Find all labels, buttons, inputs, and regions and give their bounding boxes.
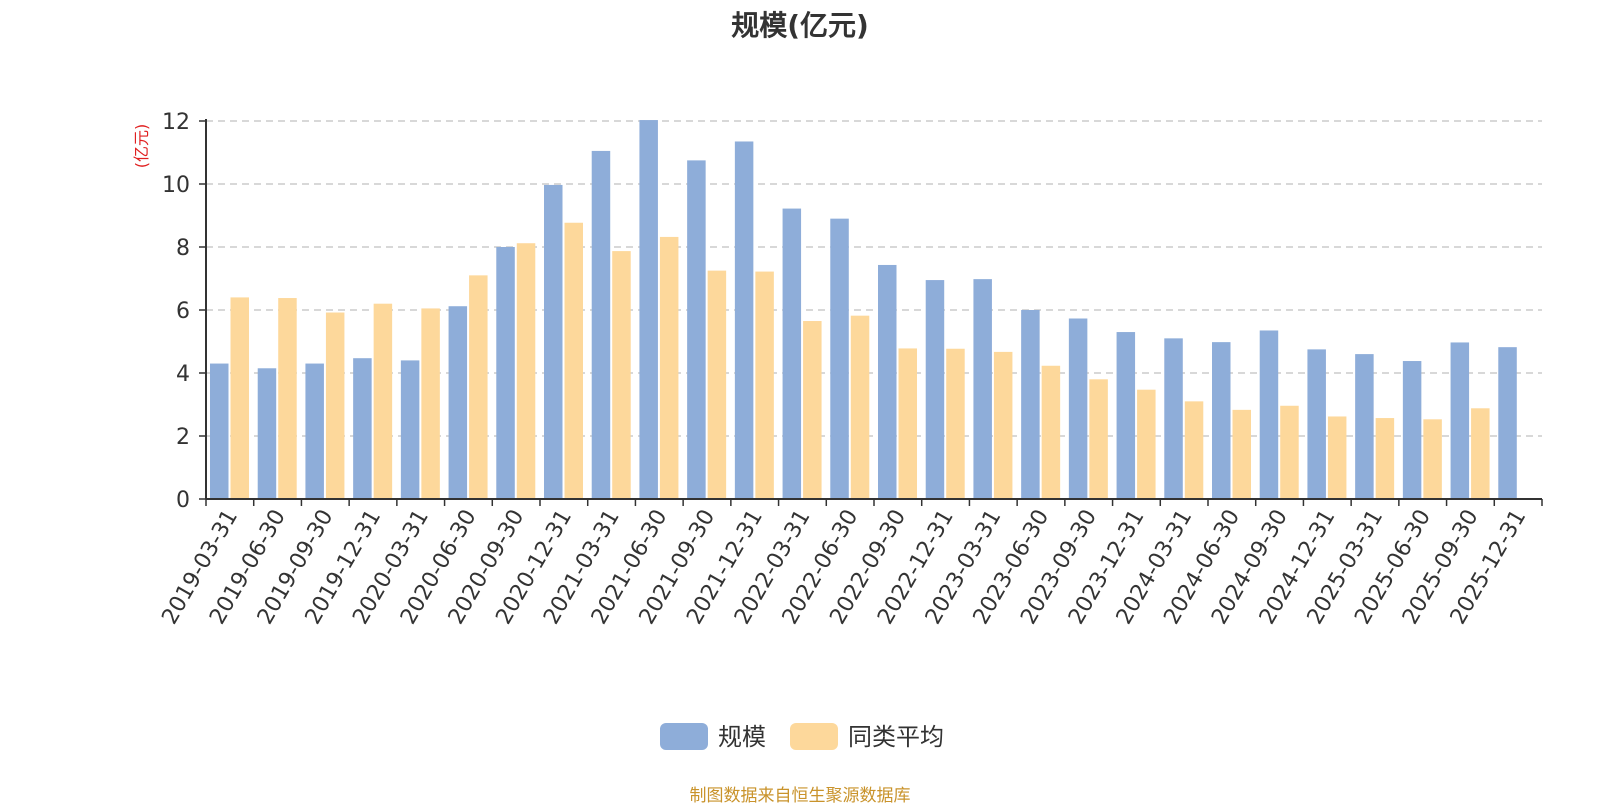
legend-label-peer-average[interactable]: 同类平均 [848, 723, 944, 751]
bar-peer-average-2025-09-30[interactable] [1471, 408, 1490, 499]
y-tick-label: 12 [162, 110, 190, 135]
y-tick-label: 4 [176, 362, 190, 387]
bar-scale-2025-09-30[interactable] [1450, 342, 1470, 499]
y-tick-label: 0 [176, 488, 190, 513]
bar-scale-2020-06-30[interactable] [448, 306, 468, 499]
bar-scale-2022-06-30[interactable] [830, 218, 849, 499]
bar-peer-average-2023-03-31[interactable] [993, 351, 1013, 499]
bar-peer-average-2025-06-30[interactable] [1423, 419, 1442, 499]
legend-swatch-peer-average[interactable] [790, 723, 838, 750]
bar-scale-2025-06-30[interactable] [1402, 361, 1422, 499]
bar-peer-average-2024-09-30[interactable] [1280, 405, 1299, 499]
y-tick-label: 10 [162, 173, 190, 198]
bar-scale-2020-03-31[interactable] [400, 360, 420, 499]
bar-scale-2021-06-30[interactable] [639, 120, 658, 500]
bar-scale-2019-09-30[interactable] [305, 363, 324, 499]
bar-peer-average-2025-03-31[interactable] [1375, 418, 1395, 499]
bar-scale-2025-03-31[interactable] [1355, 354, 1374, 499]
bar-peer-average-2020-06-30[interactable] [469, 275, 488, 499]
legend-label-scale[interactable]: 规模 [718, 723, 766, 751]
bar-peer-average-2023-06-30[interactable] [1041, 365, 1061, 499]
bar-scale-2019-12-31[interactable] [353, 358, 372, 499]
bar-scale-2022-03-31[interactable] [782, 208, 802, 499]
bar-scale-2019-03-31[interactable] [210, 363, 229, 499]
chart-title: 规模(亿元) [731, 9, 869, 42]
bar-peer-average-2019-12-31[interactable] [373, 303, 393, 499]
bar-peer-average-2024-06-30[interactable] [1232, 409, 1252, 499]
bar-scale-2024-12-31[interactable] [1307, 349, 1326, 499]
bar-scale-2021-09-30[interactable] [687, 160, 706, 499]
y-tick-label: 8 [176, 236, 190, 261]
bar-peer-average-2019-09-30[interactable] [325, 312, 345, 499]
bar-peer-average-2022-06-30[interactable] [850, 315, 870, 499]
bar-scale-2021-03-31[interactable] [591, 150, 611, 500]
bar-scale-2025-12-31[interactable] [1498, 347, 1517, 499]
bar-peer-average-2023-09-30[interactable] [1089, 379, 1108, 499]
bar-peer-average-2020-03-31[interactable] [421, 308, 440, 499]
y-axis-unit-label: (亿元) [132, 124, 151, 169]
bar-peer-average-2022-12-31[interactable] [946, 348, 965, 499]
bar-peer-average-2021-09-30[interactable] [707, 270, 727, 499]
bar-peer-average-2019-06-30[interactable] [278, 298, 297, 499]
y-tick-label: 6 [176, 299, 190, 324]
bar-peer-average-2023-12-31[interactable] [1137, 389, 1156, 499]
axes [199, 119, 1543, 506]
bar-scale-2020-12-31[interactable] [544, 184, 563, 499]
bar-peer-average-2024-12-31[interactable] [1327, 416, 1347, 499]
bars [210, 120, 1517, 500]
bar-peer-average-2020-12-31[interactable] [564, 222, 584, 499]
bar-scale-2023-06-30[interactable] [1021, 310, 1040, 499]
bar-scale-2024-03-31[interactable] [1164, 338, 1183, 499]
bar-scale-2020-09-30[interactable] [496, 247, 515, 499]
bar-scale-2022-09-30[interactable] [878, 264, 897, 499]
bar-peer-average-2021-06-30[interactable] [659, 236, 679, 500]
legend-swatch-scale[interactable] [660, 723, 708, 750]
bar-scale-2023-12-31[interactable] [1116, 332, 1136, 499]
bar-scale-2023-03-31[interactable] [973, 279, 992, 499]
bar-peer-average-2021-03-31[interactable] [612, 251, 631, 499]
bar-peer-average-2022-03-31[interactable] [803, 321, 822, 499]
bar-scale-2024-06-30[interactable] [1212, 342, 1231, 499]
bar-scale-2022-12-31[interactable] [925, 280, 945, 499]
bar-peer-average-2024-03-31[interactable] [1184, 401, 1204, 499]
bar-scale-2023-09-30[interactable] [1068, 318, 1088, 499]
bar-peer-average-2019-03-31[interactable] [230, 297, 250, 499]
bar-scale-2019-06-30[interactable] [257, 368, 277, 499]
bar-peer-average-2020-09-30[interactable] [516, 243, 536, 499]
bar-scale-2024-09-30[interactable] [1259, 330, 1279, 499]
bar-peer-average-2021-12-31[interactable] [755, 271, 774, 499]
bar-peer-average-2022-09-30[interactable] [898, 348, 918, 499]
y-tick-label: 2 [176, 425, 190, 450]
source-note: 制图数据来自恒生聚源数据库 [689, 786, 911, 806]
legend[interactable]: 规模 同类平均 [660, 723, 944, 751]
bar-scale-2021-12-31[interactable] [734, 141, 754, 499]
